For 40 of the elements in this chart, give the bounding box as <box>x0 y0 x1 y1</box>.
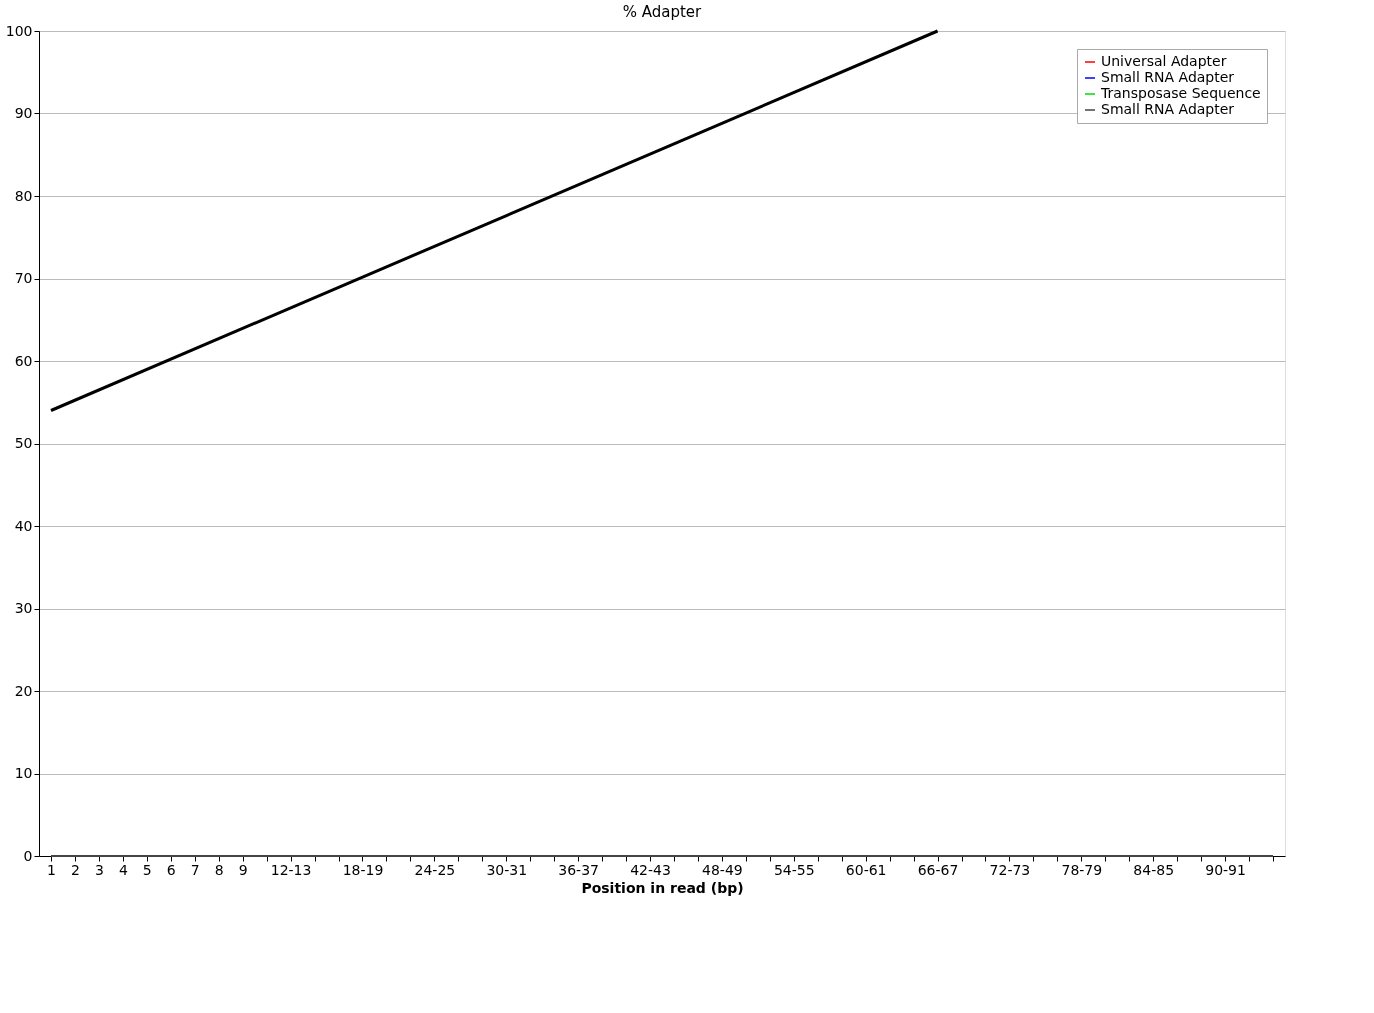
y-tick-label: 40 <box>14 517 33 534</box>
legend-label: Small RNA Adapter <box>1101 69 1235 85</box>
x-tick-label: 72-73 <box>989 861 1031 878</box>
legend-label: Transposase Sequence <box>1100 85 1261 101</box>
legend-label: Universal Adapter <box>1101 53 1227 69</box>
x-tick-label: 7 <box>190 861 200 878</box>
x-tick-label: 24-25 <box>414 861 456 878</box>
x-tick-label: 1 <box>47 861 56 878</box>
x-tick-label: 9 <box>238 861 248 878</box>
chart-title: % Adapter <box>622 3 703 21</box>
y-tick-label: 70 <box>14 270 33 286</box>
x-tick-label: 18-19 <box>342 861 384 878</box>
x-tick-label: 90-91 <box>1205 861 1246 878</box>
x-tick-label: 84-85 <box>1133 861 1175 878</box>
x-tick-label: 8 <box>214 861 224 878</box>
y-tick-label: 90 <box>14 105 33 121</box>
x-tick-label: 6 <box>166 861 176 878</box>
legend-label: Small RNA Adapter <box>1101 101 1235 117</box>
y-tick-label: 0 <box>23 847 33 864</box>
x-tick-label: 12-13 <box>270 861 312 878</box>
x-tick-label: 66-67 <box>917 861 959 878</box>
x-tick-label: 48-49 <box>702 861 743 878</box>
y-tick-label: 30 <box>14 600 33 616</box>
x-tick-label: 3 <box>94 861 104 878</box>
x-tick-label: 4 <box>118 861 128 878</box>
x-tick-label: 36-37 <box>558 861 599 878</box>
y-tick-label: 50 <box>14 435 33 451</box>
y-tick-label: 100 <box>5 22 33 39</box>
x-tick-label: 60-61 <box>845 861 887 878</box>
x-tick-label: 2 <box>70 861 80 878</box>
y-tick-label: 20 <box>14 682 33 699</box>
y-tick-label: 80 <box>14 187 33 204</box>
y-tick-label: 60 <box>14 352 33 369</box>
x-tick-label: 42-43 <box>630 861 671 878</box>
x-tick-label: 54-55 <box>773 861 815 878</box>
x-tick-label: 30-31 <box>486 861 528 878</box>
x-axis-title: Position in read (bp) <box>581 879 744 896</box>
y-tick-label: 10 <box>14 765 33 781</box>
x-tick-label: 78-79 <box>1061 861 1103 878</box>
x-tick-label: 5 <box>142 861 152 878</box>
